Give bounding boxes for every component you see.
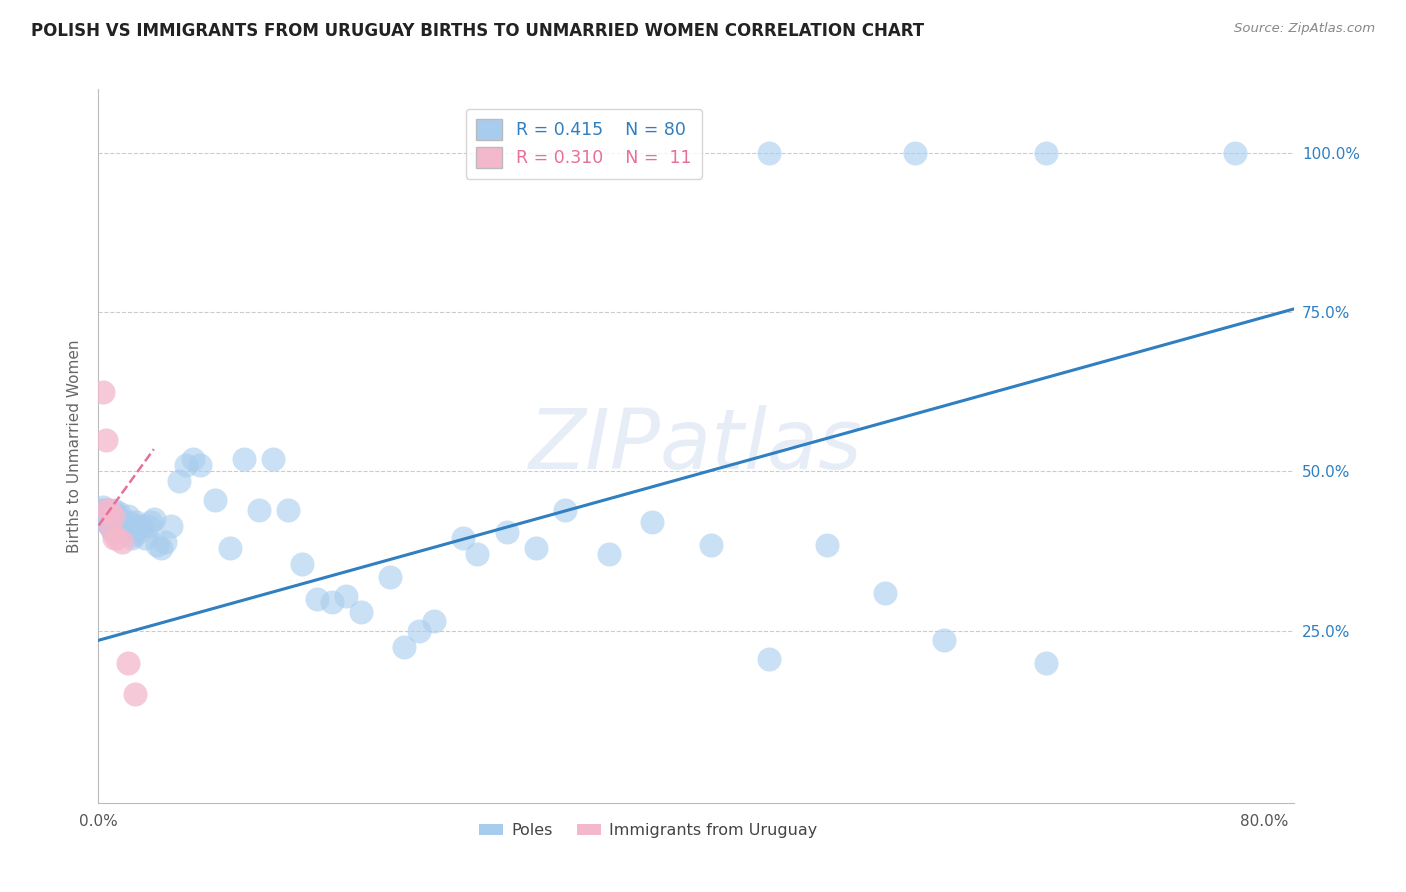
Point [1035,145,1057,160]
Point [815,538,838,552]
Point [104,516,127,530]
Point [190,458,212,472]
Point [277,502,299,516]
Point [305,591,328,606]
Text: ZIPatlas: ZIPatlas [529,406,863,486]
Point [100,522,122,536]
Point [103,506,125,520]
Point [174,458,197,472]
Point [96,509,118,524]
Point [111,516,134,530]
Point [101,509,124,524]
Point [350,605,373,619]
Point [98,518,121,533]
Point [181,451,204,466]
Point [903,145,925,160]
Point [90,502,112,516]
Point [101,524,124,539]
Point [105,518,128,533]
Point [160,518,183,533]
Point [94,433,117,447]
Point [136,518,159,533]
Point [142,512,165,526]
Point [598,547,620,561]
Point [117,509,139,524]
Legend: Poles, Immigrants from Uruguay: Poles, Immigrants from Uruguay [472,817,824,845]
Point [932,633,955,648]
Point [97,506,120,520]
Point [150,541,173,555]
Point [335,589,357,603]
Point [554,502,576,516]
Point [110,512,132,526]
Point [127,524,149,539]
Point [145,538,167,552]
Point [115,522,138,536]
Point [125,516,148,530]
Point [103,502,125,516]
Text: Source: ZipAtlas.com: Source: ZipAtlas.com [1234,22,1375,36]
Point [98,512,121,526]
Point [120,518,142,533]
Y-axis label: Births to Unmarried Women: Births to Unmarried Women [67,339,83,553]
Point [91,512,114,526]
Point [103,532,125,546]
Point [758,652,780,666]
Point [112,522,135,536]
Point [699,538,721,552]
Point [378,569,401,583]
Point [93,506,115,520]
Point [155,534,177,549]
Point [875,585,897,599]
Point [94,516,117,530]
Point [124,522,146,536]
Point [167,474,190,488]
Point [114,518,136,533]
Point [97,509,120,524]
Point [758,145,780,160]
Point [111,534,134,549]
Point [524,541,547,555]
Point [91,500,114,514]
Point [247,502,270,516]
Point [134,532,156,546]
Point [131,518,153,533]
Point [96,502,118,516]
Point [124,688,146,702]
Point [394,640,416,654]
Point [98,518,121,533]
Point [117,656,139,670]
Point [108,506,131,520]
Point [121,532,143,546]
Point [122,528,145,542]
Point [91,384,114,399]
Point [233,451,256,466]
Point [422,614,444,628]
Point [1225,145,1247,160]
Point [204,493,226,508]
Point [218,541,240,555]
Point [96,502,118,516]
Point [101,518,124,533]
Point [641,516,664,530]
Point [467,547,489,561]
Point [262,451,284,466]
Point [128,518,150,533]
Point [291,557,314,571]
Point [321,595,343,609]
Point [408,624,430,638]
Point [89,506,111,520]
Point [97,502,120,516]
Point [451,532,474,546]
Point [94,506,117,520]
Point [118,516,141,530]
Point [1035,656,1057,670]
Point [139,516,162,530]
Point [90,509,112,524]
Point [105,532,128,546]
Point [93,502,115,516]
Point [100,509,122,524]
Text: POLISH VS IMMIGRANTS FROM URUGUAY BIRTHS TO UNMARRIED WOMEN CORRELATION CHART: POLISH VS IMMIGRANTS FROM URUGUAY BIRTHS… [31,22,924,40]
Point [495,524,517,539]
